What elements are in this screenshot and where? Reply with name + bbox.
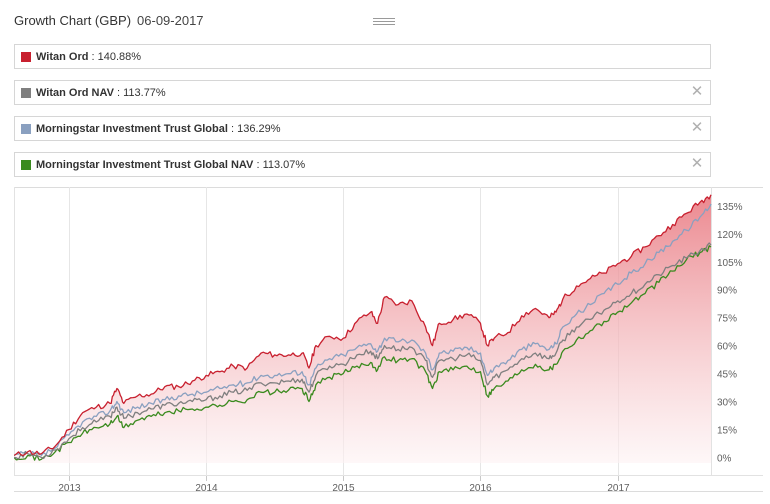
x-tick-label: 2015 — [332, 483, 355, 492]
legend-series-value: : 140.88% — [91, 51, 142, 63]
x-tick-label: 2013 — [58, 483, 81, 492]
y-tick-label: 0% — [717, 453, 732, 464]
series-color-swatch — [21, 52, 31, 62]
y-tick-label: 15% — [717, 425, 737, 436]
chart-title-row: Growth Chart (GBP) 06-09-2017 — [14, 13, 204, 28]
y-tick-label: 120% — [717, 230, 743, 241]
y-axis: 0% 15% 30% 45% 60% 75% 90% 105% 120% 135% — [717, 202, 743, 465]
series-line-morningstar-investment-trust-global-nav[interactable] — [14, 245, 712, 461]
x-axis: 2013 2014 2015 2016 2017 — [58, 476, 630, 492]
legend-item-morningstar-global-nav[interactable]: Morningstar Investment Trust Global NAV … — [14, 152, 711, 177]
close-icon[interactable]: ✕ — [690, 155, 704, 172]
chart-line-layer — [14, 194, 712, 461]
legend-series-name: Witan Ord — [36, 51, 89, 63]
series-line-morningstar-investment-trust-global[interactable] — [14, 203, 712, 457]
y-tick-label: 30% — [717, 398, 737, 409]
legend-series-value: : 113.77% — [116, 87, 166, 99]
hamburger-menu-icon[interactable] — [373, 18, 395, 27]
series-color-swatch — [21, 160, 31, 170]
y-tick-label: 60% — [717, 342, 737, 353]
legend-item-witan-ord-nav[interactable]: Witan Ord NAV : 113.77% ✕ — [14, 80, 711, 105]
x-tick-label: 2017 — [607, 483, 630, 492]
chart-date: 06-09-2017 — [137, 13, 204, 28]
legend-series-name: Morningstar Investment Trust Global NAV — [36, 159, 254, 171]
legend-item-morningstar-global[interactable]: Morningstar Investment Trust Global : 13… — [14, 116, 711, 141]
series-line-witan-ord-nav[interactable] — [14, 242, 712, 460]
legend-series-name: Morningstar Investment Trust Global — [36, 123, 228, 135]
chart-title: Growth Chart (GBP) — [14, 13, 132, 28]
legend-series-value: : 113.07% — [256, 159, 306, 171]
y-tick-label: 90% — [717, 286, 737, 297]
y-tick-label: 135% — [717, 202, 743, 213]
y-tick-label: 75% — [717, 314, 737, 325]
x-tick-label: 2014 — [195, 483, 218, 492]
legend-series-value: : 136.29% — [230, 123, 281, 135]
legend-series-name: Witan Ord NAV — [36, 87, 114, 99]
series-line-witan-ord[interactable] — [14, 194, 712, 457]
y-tick-label: 45% — [717, 370, 737, 381]
y-tick-label: 105% — [717, 258, 743, 269]
x-tick-label: 2016 — [469, 483, 492, 492]
close-icon[interactable]: ✕ — [690, 83, 704, 100]
series-area-witan-ord — [14, 194, 711, 463]
series-color-swatch — [21, 124, 31, 134]
series-color-swatch — [21, 88, 31, 98]
chart-area-layer — [14, 194, 711, 463]
chart-frame — [14, 187, 763, 492]
growth-line-chart[interactable]: 2013 2014 2015 2016 2017 0% 15% 30% 45% 60% 75% 90… — [14, 187, 763, 492]
legend-item-witan-ord[interactable]: Witan Ord : 140.88% — [14, 44, 711, 69]
close-icon[interactable]: ✕ — [690, 119, 704, 136]
